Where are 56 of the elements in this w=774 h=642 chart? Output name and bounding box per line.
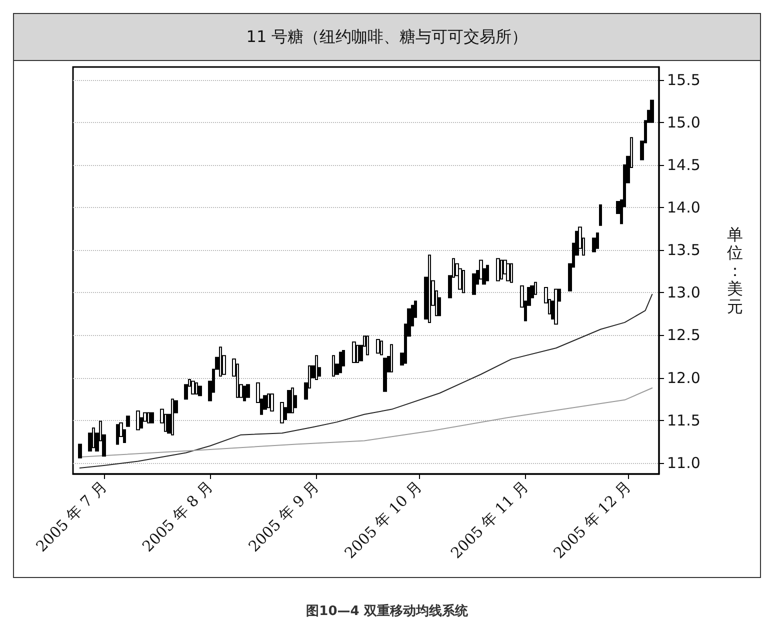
candlestick [92,428,95,448]
candlestick [171,398,174,436]
candlestick [472,273,476,295]
candlestick [376,338,380,354]
candlestick [554,288,558,325]
candlestick [510,263,513,283]
candlestick [126,416,130,427]
y-tick-label: 11.5 [667,411,700,430]
y-tick-label: 15.0 [667,113,700,132]
y-tick-label: 14.0 [667,198,700,216]
y-tick-label: 12.5 [667,326,700,344]
candlestick [356,344,359,363]
candlestick [291,388,294,414]
candlestick [352,342,356,363]
line-series [79,294,653,469]
line-series [79,388,653,458]
y-tick-label: 15.5 [667,70,700,89]
candlestick [332,355,335,377]
candlestick [267,393,270,408]
candlestick [147,412,150,424]
candlestick [390,344,393,372]
candlestick [191,380,195,394]
candlestick [599,204,602,226]
candlestick [315,355,318,380]
candlestick [462,270,465,294]
candlestick [506,263,510,282]
candlestick [136,410,140,430]
y-tick-label: 12.0 [667,368,700,387]
chart-title: 11 号糖（纽约咖啡、糖与可可交易所） [14,14,760,61]
candlestick [339,352,342,374]
y-tick-label: 14.5 [667,156,700,174]
candlestick [280,402,284,424]
candlestick [383,358,387,392]
y-tick-label: 13.5 [667,241,700,260]
candlestick [270,393,274,412]
candlestick [116,424,119,445]
candlestick [243,386,246,402]
caption: 图10—4 双重移动均线系统 [305,602,469,620]
candlestick [366,336,369,356]
candlestick [500,260,503,280]
candlestick [596,232,599,249]
y-tick-label: 13.0 [667,284,700,302]
candlestick [78,444,82,458]
candlestick [380,340,383,356]
candlestick [486,264,489,282]
y-tick-label: 11.0 [667,454,700,472]
candlestick [246,384,250,398]
y-axis-title: 单位：美元 [727,225,743,316]
candlestick [496,258,500,282]
candlestick [534,282,537,295]
candlestick [219,346,222,377]
candlestick [195,382,198,394]
candlestick [198,386,202,396]
candlestick [650,100,654,123]
candlestick [150,412,154,424]
candlestick [428,254,431,323]
